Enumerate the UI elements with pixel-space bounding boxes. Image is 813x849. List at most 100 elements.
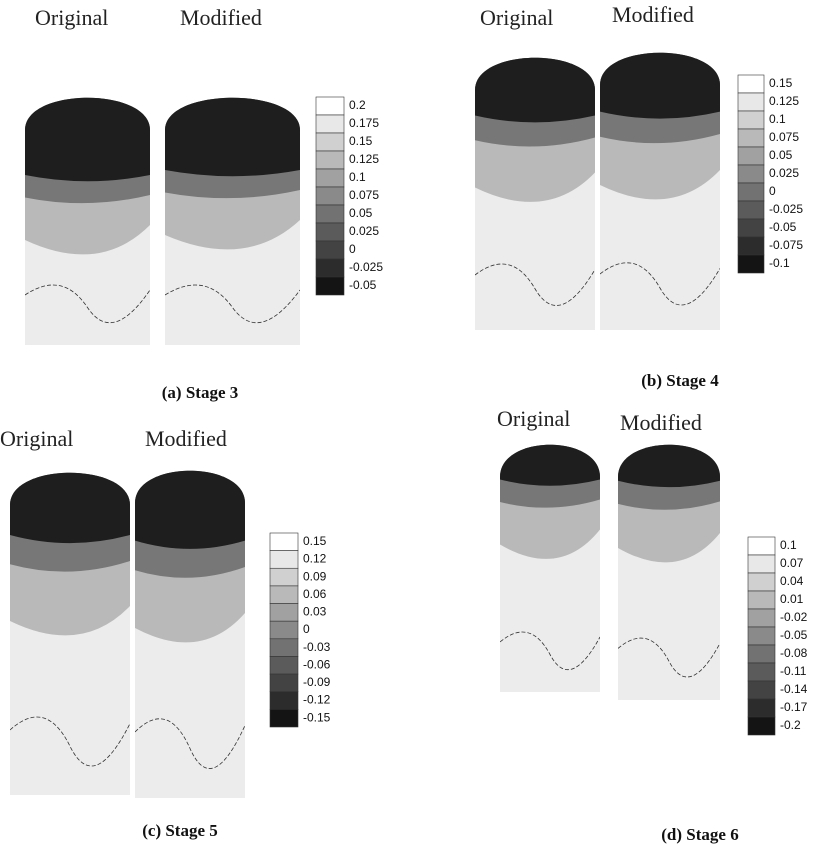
legend-level: -0.15: [303, 710, 331, 724]
legend-level: -0.05: [349, 278, 377, 292]
blade: [600, 40, 720, 330]
legend-swatch: [738, 219, 764, 237]
legend-level: 0.03: [303, 605, 327, 619]
legend-swatch: [270, 533, 298, 551]
legend-level: 0.2: [349, 98, 366, 112]
band-dark: [500, 432, 600, 486]
legend-swatch: [738, 111, 764, 129]
caption: (c) Stage 5: [142, 821, 218, 840]
modified-label: Modified: [620, 410, 702, 435]
legend-swatch: [748, 645, 775, 663]
legend-level: 0.09: [303, 569, 327, 583]
legend-swatch: [738, 183, 764, 201]
legend-level: 0.025: [349, 224, 379, 238]
legend-swatch: [316, 223, 344, 241]
legend-swatch: [316, 151, 344, 169]
legend-level: -0.025: [349, 260, 383, 274]
legend-level: 0.175: [349, 116, 379, 130]
legend-level: 0: [769, 184, 776, 198]
original-label: Original: [497, 406, 570, 431]
band-dark: [600, 40, 720, 119]
legend-swatch: [270, 709, 298, 727]
caption: (b) Stage 4: [641, 371, 719, 390]
legend-swatch: [748, 699, 775, 717]
legend-level: 0.15: [303, 534, 327, 548]
legend-level: 0.15: [349, 134, 373, 148]
blade: [475, 45, 595, 330]
band-dark: [135, 458, 245, 549]
legend-level: -0.05: [780, 628, 808, 642]
legend-level: -0.06: [303, 657, 331, 671]
legend-level: -0.2: [780, 718, 801, 732]
legend-swatch: [738, 147, 764, 165]
legend-level: 0: [303, 622, 310, 636]
legend-swatch: [316, 205, 344, 223]
legend-swatch: [738, 237, 764, 255]
band-dark: [165, 85, 300, 176]
band-dark: [25, 85, 150, 181]
legend-level: 0: [349, 242, 356, 256]
legend-swatch: [270, 551, 298, 569]
legend-swatch: [748, 717, 775, 735]
legend-swatch: [748, 627, 775, 645]
legend-level: 0.05: [769, 148, 793, 162]
legend-swatch: [738, 201, 764, 219]
legend-swatch: [270, 639, 298, 657]
legend-level: -0.02: [780, 610, 808, 624]
band-dark: [475, 45, 595, 122]
blade: [10, 460, 130, 795]
legend-level: 0.075: [349, 188, 379, 202]
legend-level: -0.11: [780, 664, 807, 678]
legend-swatch: [316, 277, 344, 295]
legend-swatch: [738, 255, 764, 273]
original-label: Original: [0, 426, 73, 451]
original-label: Original: [480, 5, 553, 30]
legend-swatch: [316, 133, 344, 151]
legend-level: -0.12: [303, 693, 331, 707]
legend-level: 0.075: [769, 130, 799, 144]
legend-level: 0.025: [769, 166, 799, 180]
band-dark: [618, 432, 720, 487]
legend-swatch: [316, 115, 344, 133]
legend-level: -0.025: [769, 202, 803, 216]
legend-level: 0.05: [349, 206, 373, 220]
legend-swatch: [270, 604, 298, 622]
legend-level: -0.14: [780, 682, 808, 696]
blade: [500, 432, 600, 692]
legend-level: -0.05: [769, 220, 797, 234]
legend-swatch: [748, 681, 775, 699]
legend-swatch: [270, 621, 298, 639]
legend-swatch: [748, 573, 775, 591]
caption: (a) Stage 3: [162, 383, 238, 402]
modified-label: Modified: [180, 5, 262, 30]
original-label: Original: [35, 5, 108, 30]
blade: [25, 85, 150, 345]
legend-swatch: [270, 656, 298, 674]
blade: [618, 432, 720, 700]
legend-swatch: [738, 75, 764, 93]
modified-label: Modified: [145, 426, 227, 451]
legend-swatch: [316, 97, 344, 115]
legend-swatch: [316, 259, 344, 277]
legend-swatch: [316, 187, 344, 205]
legend-level: -0.1: [769, 256, 790, 270]
legend-swatch: [748, 555, 775, 573]
legend-level: 0.1: [349, 170, 366, 184]
legend-level: 0.1: [780, 538, 797, 552]
modified-label: Modified: [612, 2, 694, 27]
legend-swatch: [270, 692, 298, 710]
legend-level: 0.04: [780, 574, 804, 588]
legend-swatch: [316, 241, 344, 259]
legend-level: 0.01: [780, 592, 804, 606]
legend-swatch: [738, 93, 764, 111]
legend-swatch: [748, 591, 775, 609]
legend-swatch: [316, 169, 344, 187]
blade: [135, 458, 245, 798]
legend-swatch: [270, 586, 298, 604]
legend-level: -0.08: [780, 646, 808, 660]
legend-level: -0.03: [303, 640, 331, 654]
legend-level: -0.17: [780, 700, 808, 714]
legend-level: 0.15: [769, 76, 793, 90]
legend-swatch: [270, 674, 298, 692]
caption: (d) Stage 6: [661, 825, 738, 844]
